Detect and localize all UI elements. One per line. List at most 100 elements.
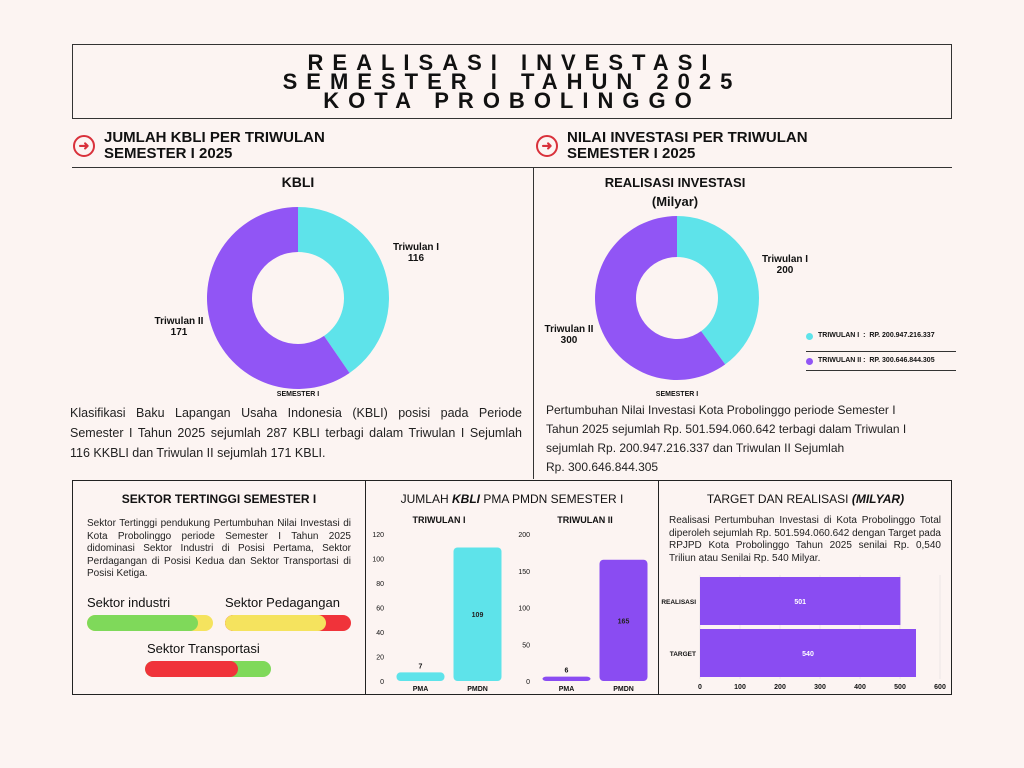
sektor-transportasi-label: Sektor Transportasi (147, 641, 260, 656)
sektor-industri-bar (87, 615, 213, 631)
investasi-label-t2-value: 300 (560, 335, 578, 346)
kbli-donut-slice-2 (207, 207, 350, 389)
sektor-transportasi-bar (145, 661, 271, 677)
sektor-transportasi-fill (145, 661, 239, 677)
header-line-1: REALISASI INVESTASI (307, 50, 717, 75)
pma-t2-value-1: 165 (618, 618, 630, 625)
target-paragraph: Realisasi Pertumbuhan Investasi di Kota … (669, 515, 941, 564)
legend-text-t2: TRIWULAN II : RP. 300.646.844.305 (818, 357, 935, 364)
target-bar-realisasi (700, 577, 901, 625)
investasi-paragraph-line3: sejumlah Rp. 200.947.216.337 dan Triwula… (546, 441, 845, 455)
pma-t1-bar-pmdn (453, 547, 502, 681)
target-xtick-6: 600 (934, 684, 946, 691)
target-xtick-4: 400 (854, 684, 866, 691)
section-divider (72, 167, 952, 168)
legend-swatch-t1 (806, 333, 813, 340)
pma-title-em: KBLI (451, 492, 480, 506)
investasi-label-t1-name: Triwulan I (761, 254, 809, 265)
pma-t1-ytick-0: 0 (380, 679, 384, 686)
pma-t1-ytick-3: 60 (376, 606, 384, 613)
pma-t2-bar-pmdn (599, 559, 648, 681)
pma-t2-title: TRIWULAN II (557, 515, 613, 525)
legend-text-t1: TRIWULAN I : RP. 200.947.216.337 (818, 332, 935, 339)
investasi-label-t1: Triwulan I 200 (755, 254, 815, 276)
investasi-chart-title: REALISASI INVESTASI (Milyar) (580, 173, 770, 211)
target-ytick-1: TARGET (670, 651, 696, 658)
target-xtick-3: 300 (814, 684, 826, 691)
pma-t2-ytick-3: 150 (518, 569, 530, 576)
target-xtick-2: 200 (774, 684, 786, 691)
pma-t1-ytick-5: 100 (372, 557, 384, 564)
right-section-title: NILAI INVESTASI PER TRIWULAN SEMESTER I … (567, 130, 808, 162)
legend-swatch-t2 (806, 358, 813, 365)
investasi-paragraph-line1: Pertumbuhan Nilai Investasi Kota Proboli… (546, 403, 896, 417)
kbli-donut-chart (207, 207, 389, 389)
pma-t1-xtick-0: PMA (413, 686, 429, 693)
pma-panel-title: JUMLAH KBLI PMA PMDN SEMESTER I (366, 492, 658, 506)
pma-t2-ytick-4: 200 (518, 532, 530, 539)
pma-t1-value-1: 109 (472, 612, 484, 619)
kbli-label-t1-name: Triwulan I (392, 242, 440, 253)
pma-t2-ytick-1: 50 (522, 642, 530, 649)
kbli-paragraph: Klasifikasi Baku Lapangan Usaha Indonesi… (70, 406, 522, 460)
target-value-0: 501 (794, 599, 806, 606)
header-line-3: KOTA PROBOLINGGO (323, 88, 701, 113)
header-box: REALISASI INVESTASI SEMESTER I TAHUN 202… (72, 44, 952, 119)
target-title-em: (MILYAR) (851, 492, 905, 506)
target-xtick-0: 0 (698, 684, 702, 691)
investasi-legend: TRIWULAN I : RP. 200.947.216.337 TRIWULA… (806, 331, 956, 371)
investasi-label-t2-name: Triwulan II (544, 324, 594, 335)
right-section-title-line1: NILAI INVESTASI PER TRIWULAN (567, 129, 808, 146)
sektor-paragraph: Sektor Tertinggi pendukung Pertumbuhan N… (87, 518, 351, 579)
kbli-label-t2-value: 171 (170, 327, 188, 338)
investasi-chart-title-line1: REALISASI INVESTASI (604, 175, 746, 190)
investasi-donut-slice-2 (594, 216, 726, 381)
sektor-industri-label: Sektor industri (87, 595, 171, 610)
kbli-chart-title: KBLI (281, 174, 315, 190)
section-vertical-divider (533, 167, 534, 479)
pma-title-post: PMA PMDN SEMESTER I (479, 492, 624, 506)
kbli-label-t2: Triwulan II 171 (146, 316, 212, 338)
pma-t1-value-0: 7 (419, 663, 423, 670)
pma-bar-chart-t2: TRIWULAN II 0 50 100 150 200 6 PMA 165 PMDN (518, 515, 648, 693)
pma-bar-chart-t1: TRIWULAN I 0 20 40 60 80 100 120 7 PMA 109 PMDN (372, 515, 502, 693)
target-ytick-0: REALISASI (661, 599, 696, 606)
pma-t2-value-0: 6 (565, 668, 569, 675)
investasi-chart-footer: SEMESTER I (655, 391, 699, 398)
left-section-title-line1: JUMLAH KBLI PER TRIWULAN (104, 129, 325, 146)
sektor-pedagangan-bar (225, 615, 351, 631)
target-value-1: 540 (802, 651, 814, 658)
arrow-right-icon: ➜ (73, 135, 95, 157)
pma-t2-xtick-1: PMDN (613, 686, 634, 693)
investasi-label-t2: Triwulan II 300 (538, 324, 600, 346)
pma-t1-bar-pma (396, 672, 445, 681)
pma-t1-xtick-1: PMDN (467, 686, 488, 693)
investasi-label-t1-value: 200 (776, 265, 794, 276)
pma-t1-ytick-6: 120 (372, 532, 384, 539)
left-section-title-line2: SEMESTER I 2025 (104, 145, 233, 162)
sektor-pedagangan-fill (225, 615, 326, 631)
pma-t1-ytick-2: 40 (376, 630, 384, 637)
kbli-donut-slice-1 (298, 207, 389, 374)
pma-t2-bar-pma (542, 676, 591, 681)
investasi-paragraph-line2: Tahun 2025 sejumlah Rp. 501.594.060.642 … (546, 422, 907, 436)
panel-divider-2 (658, 480, 659, 695)
pma-t1-title: TRIWULAN I (413, 515, 466, 525)
target-bar-chart: 0 100 200 300 400 500 600 501 REALISASI 540 TARGET (661, 575, 946, 691)
kbli-chart-footer: SEMESTER I (276, 391, 320, 398)
investasi-paragraph-line4: Rp. 300.646.844.305 (546, 460, 659, 474)
legend-item-t2: TRIWULAN II : RP. 300.646.844.305 (806, 356, 956, 371)
investasi-paragraph: Pertumbuhan Nilai Investasi Kota Proboli… (546, 401, 946, 477)
pma-title-pre: JUMLAH (400, 492, 452, 506)
target-title-pre: TARGET DAN REALISASI (706, 492, 852, 506)
right-section-title-line2: SEMESTER I 2025 (567, 145, 696, 162)
sektor-pedagangan-label: Sektor Pedagangan (225, 595, 340, 610)
target-xtick-1: 100 (734, 684, 746, 691)
target-xtick-5: 500 (894, 684, 906, 691)
investasi-chart-title-line2: (Milyar) (651, 194, 699, 209)
arrow-right-icon: ➜ (536, 135, 558, 157)
sektor-industri-fill (87, 615, 198, 631)
pma-t1-ytick-4: 80 (376, 581, 384, 588)
investasi-donut-chart (594, 216, 759, 381)
kbli-label-t1-value: 116 (407, 253, 425, 264)
